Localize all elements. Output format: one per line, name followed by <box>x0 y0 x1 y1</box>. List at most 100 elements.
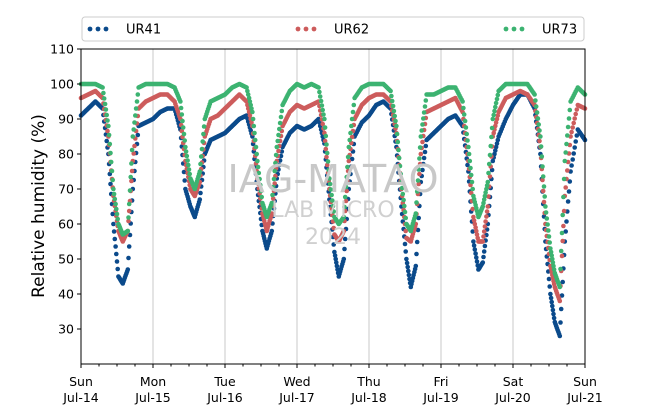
data-point <box>133 113 138 118</box>
data-point <box>178 105 184 111</box>
data-point <box>414 251 419 257</box>
series-ur62 <box>78 88 588 304</box>
data-point <box>331 242 337 247</box>
data-point <box>564 141 569 147</box>
data-point <box>558 320 563 325</box>
data-point <box>544 216 550 221</box>
data-point <box>422 149 428 155</box>
data-point <box>130 134 136 139</box>
data-point <box>250 109 255 115</box>
data-point <box>551 263 556 269</box>
data-point <box>105 118 110 123</box>
data-point <box>484 214 489 219</box>
data-point <box>406 268 411 274</box>
data-point <box>392 113 398 119</box>
data-point <box>548 295 554 301</box>
data-point <box>272 181 278 186</box>
data-point <box>489 125 495 131</box>
data-point <box>115 266 120 272</box>
data-point <box>178 99 183 104</box>
data-point <box>103 107 109 112</box>
data-point <box>481 197 487 202</box>
data-point <box>413 211 419 216</box>
data-point <box>572 116 577 121</box>
data-point <box>244 85 249 90</box>
data-point <box>399 185 405 191</box>
data-point <box>330 203 336 209</box>
watermark: IAG-MATAO LAB MICRO 2024 <box>227 157 438 250</box>
data-point <box>272 168 278 174</box>
data-point <box>333 256 339 262</box>
data-point <box>187 171 192 177</box>
data-point <box>572 145 577 150</box>
data-point <box>492 151 497 157</box>
data-point <box>574 133 580 138</box>
data-point <box>254 151 259 157</box>
data-point <box>399 179 404 185</box>
data-point <box>344 174 350 180</box>
data-point <box>351 102 357 108</box>
data-point <box>322 138 328 144</box>
data-point <box>131 127 136 132</box>
data-point <box>403 249 409 254</box>
data-point <box>543 204 548 209</box>
data-point <box>563 229 568 234</box>
data-point <box>180 118 185 124</box>
data-point <box>481 254 486 260</box>
data-point <box>349 123 354 129</box>
data-point <box>482 193 488 199</box>
data-point <box>550 260 556 265</box>
data-point <box>468 165 473 171</box>
data-point <box>342 204 347 210</box>
data-point <box>423 98 429 103</box>
data-point <box>390 103 396 109</box>
data-point <box>126 255 131 261</box>
data-point <box>324 150 330 156</box>
data-point <box>278 114 284 120</box>
data-point <box>569 129 574 135</box>
data-point <box>557 298 563 304</box>
data-point <box>540 174 546 179</box>
data-point <box>551 315 557 321</box>
data-point <box>127 188 133 193</box>
data-point <box>245 106 251 111</box>
data-point <box>279 108 285 114</box>
data-point <box>475 235 481 241</box>
data-point <box>184 153 190 159</box>
data-point <box>414 239 420 245</box>
data-point <box>181 169 187 175</box>
data-point <box>396 147 401 153</box>
x-tick-day: Thu <box>356 374 380 389</box>
data-point <box>540 164 545 169</box>
data-point <box>474 228 479 234</box>
data-point <box>561 176 567 182</box>
data-point <box>244 99 249 104</box>
data-point <box>540 188 546 194</box>
data-point <box>548 246 553 251</box>
data-point <box>484 186 489 192</box>
data-point <box>462 118 468 124</box>
data-point <box>349 164 354 169</box>
data-point <box>570 125 575 130</box>
data-point <box>402 209 408 215</box>
data-point <box>277 162 282 168</box>
data-point <box>255 158 260 164</box>
data-point <box>259 194 265 200</box>
legend-label: UR73 <box>542 23 577 38</box>
data-point <box>421 161 426 167</box>
data-point <box>324 154 329 160</box>
data-point <box>396 155 402 161</box>
data-point <box>394 123 399 129</box>
data-point <box>534 110 540 115</box>
data-point <box>546 228 551 233</box>
data-point <box>342 236 348 242</box>
data-point <box>405 264 411 270</box>
data-point <box>560 279 565 285</box>
data-point <box>406 272 412 278</box>
data-point <box>270 192 275 198</box>
data-point <box>316 85 321 90</box>
data-point <box>474 232 480 237</box>
data-point <box>349 156 355 162</box>
data-point <box>484 183 490 188</box>
data-point <box>563 185 568 190</box>
